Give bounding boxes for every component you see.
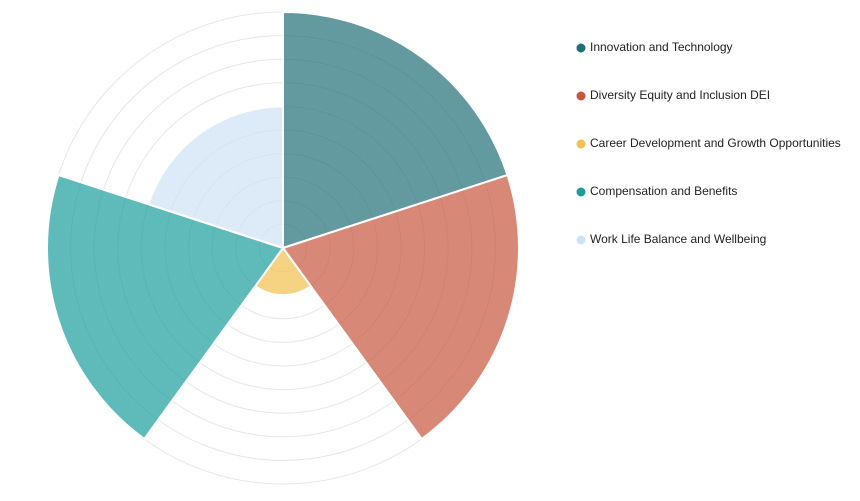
legend-label: Diversity Equity and Inclusion DEI	[590, 88, 770, 102]
sector	[147, 105, 284, 250]
legend-label: Compensation and Benefits	[590, 184, 737, 198]
legend-marker	[576, 235, 586, 245]
sector	[282, 10, 509, 250]
legend-label: Innovation and Technology	[590, 40, 733, 54]
legend-marker	[576, 187, 586, 197]
legend-marker	[576, 139, 586, 149]
legend-label: Career Development and Growth Opportunit…	[590, 136, 841, 150]
sector	[281, 173, 520, 441]
sector	[46, 173, 285, 441]
legend-marker	[576, 43, 586, 53]
sector	[253, 246, 313, 297]
legend-label: Work Life Balance and Wellbeing	[590, 232, 766, 246]
legend-marker	[576, 91, 586, 101]
